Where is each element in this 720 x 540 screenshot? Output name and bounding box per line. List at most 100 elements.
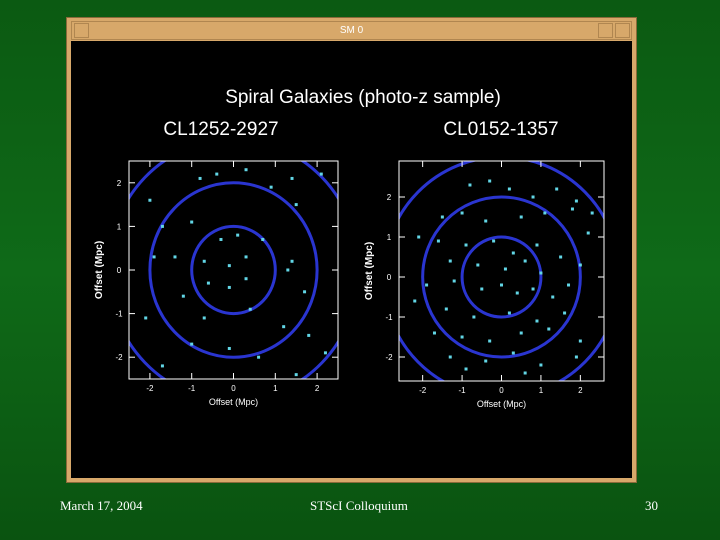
point — [215, 172, 219, 176]
point — [144, 316, 148, 320]
point — [460, 211, 464, 215]
title-bar: SM 0 — [71, 21, 632, 40]
point — [448, 259, 452, 263]
point — [500, 283, 503, 287]
point — [202, 259, 206, 263]
x-tick-label: -2 — [419, 386, 427, 395]
point — [448, 355, 452, 359]
point — [303, 290, 307, 294]
point — [202, 316, 206, 320]
x-tick-label: 1 — [539, 386, 544, 395]
point — [282, 325, 286, 329]
point — [507, 311, 511, 315]
point — [484, 359, 488, 363]
point — [261, 237, 265, 241]
point — [578, 263, 582, 267]
radius-circle — [129, 161, 338, 379]
point — [559, 255, 563, 259]
point — [294, 203, 298, 207]
point — [460, 335, 464, 339]
point — [519, 215, 523, 219]
point — [555, 187, 559, 191]
x-tick-label: 2 — [315, 384, 320, 393]
y-tick-label: 1 — [117, 222, 122, 231]
point — [436, 239, 440, 243]
point — [294, 373, 298, 377]
point — [440, 215, 444, 219]
point — [323, 351, 327, 355]
y-tick-label: -1 — [385, 313, 393, 322]
point — [181, 294, 185, 298]
x-tick-label: -1 — [188, 384, 196, 393]
point — [488, 339, 492, 343]
x-tick-label: 1 — [273, 384, 278, 393]
menu-button[interactable] — [74, 23, 89, 38]
point — [476, 263, 480, 267]
point — [539, 271, 543, 275]
point — [492, 239, 496, 243]
point — [160, 224, 164, 228]
point — [219, 237, 223, 241]
y-tick-label: -2 — [385, 353, 393, 362]
point — [190, 342, 194, 346]
plot-frame — [398, 160, 605, 382]
x-axis-label: Offset (Mpc) — [209, 397, 258, 407]
point — [574, 355, 578, 359]
point — [248, 307, 252, 311]
point — [319, 172, 323, 176]
x-tick-label: 0 — [231, 384, 236, 393]
point — [257, 355, 261, 359]
y-tick-label: -1 — [115, 310, 123, 319]
plot-area — [129, 161, 338, 379]
point — [417, 235, 421, 239]
chart: CL1252-2927 -2 -1 0 1 2 -2 -1 0 1 2 Offset (Mpc) Off… — [94, 119, 339, 407]
y-tick-label: 0 — [117, 266, 122, 275]
point — [523, 259, 527, 263]
radius-circle — [460, 235, 543, 319]
point — [160, 364, 164, 368]
point — [432, 331, 436, 335]
point — [452, 279, 456, 283]
point — [464, 367, 468, 371]
chart-title: CL0152-1357 — [443, 119, 558, 140]
point — [519, 331, 523, 335]
point — [148, 198, 152, 202]
point — [472, 315, 476, 319]
minimize-button[interactable] — [598, 23, 613, 38]
y-tick-label: 2 — [387, 193, 392, 202]
heading: Spiral Galaxies (photo-z sample) — [225, 87, 501, 108]
point — [586, 231, 590, 235]
maximize-button[interactable] — [615, 23, 630, 38]
point — [590, 211, 594, 215]
radius-circle — [190, 224, 277, 316]
point — [574, 199, 578, 203]
point — [244, 168, 248, 172]
footer-date: March 17, 2004 — [60, 498, 143, 513]
x-tick-label: -2 — [146, 384, 154, 393]
footer-event: STScI Colloquium — [310, 498, 408, 513]
point — [286, 268, 290, 272]
point — [484, 219, 488, 223]
plot-frame — [128, 160, 339, 380]
point — [531, 287, 535, 291]
point — [269, 185, 273, 189]
point — [503, 267, 507, 271]
point — [507, 187, 511, 191]
point — [290, 176, 294, 180]
radius-circle — [148, 181, 319, 359]
point — [535, 319, 539, 323]
point — [227, 264, 231, 268]
point — [488, 179, 492, 183]
point — [425, 283, 429, 287]
point — [198, 176, 202, 180]
point — [236, 233, 240, 237]
point — [563, 311, 567, 315]
y-tick-label: 1 — [387, 233, 392, 242]
point — [511, 351, 515, 355]
chart-title: CL1252-2927 — [163, 119, 278, 140]
point — [578, 339, 582, 343]
point — [244, 255, 248, 259]
window: SM 0 Spiral Galaxies (photo-z sample) CL… — [66, 17, 637, 483]
radius-circle — [421, 195, 582, 359]
